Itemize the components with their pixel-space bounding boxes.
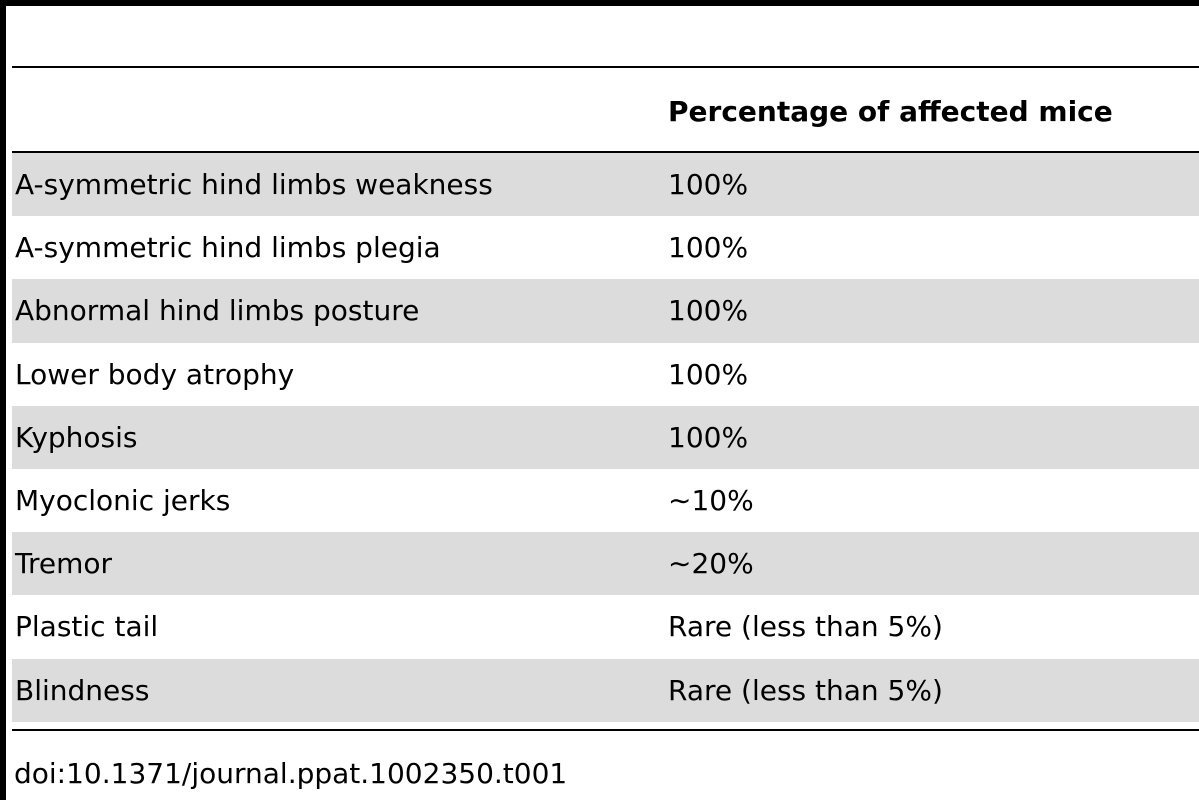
doi-caption: doi:10.1371/journal.ppat.1002350.t001 xyxy=(14,757,568,790)
table-row: A-symmetric hind limbs plegia 100% xyxy=(12,216,1199,279)
percentage-cell: ∼10% xyxy=(668,483,754,517)
symptom-cell: A-symmetric hind limbs plegia xyxy=(15,231,441,265)
symptom-cell: Lower body atrophy xyxy=(15,357,295,391)
table-row: Myoclonic jerks ∼10% xyxy=(12,469,1199,532)
percentage-cell: 100% xyxy=(668,294,749,328)
table-row: Tremor ∼20% xyxy=(12,532,1199,596)
top-border-rule xyxy=(0,0,1199,6)
percentage-cell: 100% xyxy=(668,231,749,265)
symptom-cell: Plastic tail xyxy=(15,610,159,644)
symptom-cell: A-symmetric hind limbs weakness xyxy=(15,168,493,201)
symptom-cell: Kyphosis xyxy=(15,420,138,454)
symptom-cell: Abnormal hind limbs posture xyxy=(15,294,420,328)
percentage-cell: ∼20% xyxy=(668,547,754,581)
percentage-cell: 100% xyxy=(668,168,749,201)
left-border-rule xyxy=(0,0,6,800)
percentage-cell: 100% xyxy=(668,420,749,454)
percentage-cell: 100% xyxy=(668,357,749,391)
symptom-cell: Myoclonic jerks xyxy=(15,483,231,517)
table-row: A-symmetric hind limbs weakness 100% xyxy=(12,153,1199,217)
percentage-cell: Rare (less than 5%) xyxy=(668,610,943,644)
table-row: Plastic tail Rare (less than 5%) xyxy=(12,595,1199,658)
header-bottom-rule xyxy=(12,151,1199,153)
column-header-percentage: Percentage of affected mice xyxy=(668,95,1113,128)
header-top-rule xyxy=(12,66,1199,68)
table-row: Abnormal hind limbs posture 100% xyxy=(12,279,1199,343)
table-bottom-rule xyxy=(12,729,1199,731)
table-body: A-symmetric hind limbs weakness 100% A-s… xyxy=(12,153,1199,722)
symptom-cell: Blindness xyxy=(15,673,150,707)
table-row: Kyphosis 100% xyxy=(12,405,1199,469)
table-header-row: Percentage of affected mice xyxy=(12,68,1199,152)
table-row: Lower body atrophy 100% xyxy=(12,343,1199,406)
table-row: Blindness Rare (less than 5%) xyxy=(12,658,1199,722)
symptom-cell: Tremor xyxy=(15,547,113,581)
percentage-cell: Rare (less than 5%) xyxy=(668,673,943,707)
